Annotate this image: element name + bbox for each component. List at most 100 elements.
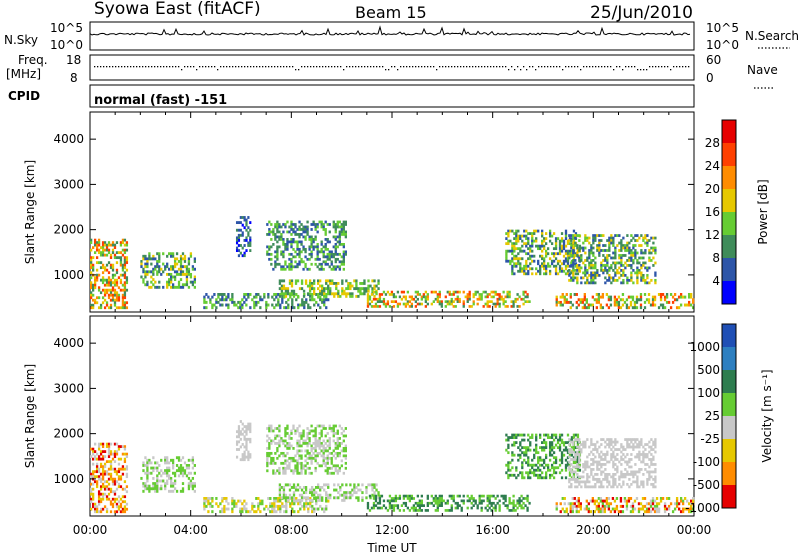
data-cell bbox=[154, 280, 157, 284]
data-cell bbox=[650, 259, 653, 262]
data-cell bbox=[302, 235, 305, 239]
data-cell bbox=[123, 281, 127, 285]
freq-dot bbox=[202, 66, 204, 68]
data-cell bbox=[345, 491, 348, 495]
data-cell bbox=[276, 225, 279, 229]
data-cell bbox=[280, 267, 283, 271]
data-cell bbox=[640, 443, 643, 446]
data-cell bbox=[496, 297, 499, 301]
data-cell bbox=[272, 471, 275, 475]
data-cell bbox=[677, 295, 681, 299]
data-cell bbox=[648, 470, 651, 474]
data-cell bbox=[622, 273, 625, 277]
data-cell bbox=[573, 497, 576, 500]
data-cell bbox=[296, 265, 299, 269]
data-cell bbox=[563, 298, 566, 302]
data-cell bbox=[430, 302, 433, 306]
data-cell bbox=[616, 271, 619, 275]
data-cell bbox=[522, 501, 525, 505]
data-cell bbox=[166, 456, 169, 460]
data-cell bbox=[620, 269, 623, 272]
data-cell bbox=[328, 437, 331, 440]
data-cell bbox=[123, 258, 127, 262]
data-cell bbox=[612, 463, 615, 466]
data-cell bbox=[478, 499, 481, 503]
data-cell bbox=[402, 290, 406, 294]
data-cell bbox=[125, 243, 129, 247]
data-cell bbox=[620, 259, 623, 262]
data-cell bbox=[596, 465, 599, 469]
data-cell bbox=[681, 502, 685, 506]
data-cell bbox=[321, 292, 324, 296]
freq-dot bbox=[676, 66, 678, 68]
data-cell bbox=[614, 482, 617, 486]
data-cell bbox=[315, 507, 318, 511]
data-cell bbox=[630, 259, 633, 262]
data-cell bbox=[541, 242, 544, 246]
freq-dot bbox=[406, 66, 408, 68]
data-cell bbox=[314, 466, 317, 470]
data-cell bbox=[630, 251, 633, 255]
data-cell bbox=[191, 487, 195, 491]
data-cell bbox=[342, 257, 345, 261]
data-cell bbox=[511, 252, 514, 256]
data-cell bbox=[494, 497, 497, 500]
data-cell bbox=[327, 298, 330, 302]
data-cell bbox=[283, 510, 286, 514]
data-cell bbox=[622, 269, 625, 272]
data-cell bbox=[371, 488, 374, 492]
freq-dot bbox=[349, 66, 351, 68]
data-cell bbox=[486, 293, 489, 296]
data-cell bbox=[164, 267, 167, 271]
data-cell bbox=[376, 506, 380, 510]
data-cell bbox=[150, 471, 153, 475]
data-cell bbox=[642, 256, 645, 260]
data-cell bbox=[588, 261, 591, 265]
freq-dot bbox=[541, 66, 543, 68]
data-cell bbox=[488, 506, 491, 510]
data-cell bbox=[646, 241, 649, 245]
freq-dot bbox=[184, 66, 186, 68]
data-cell bbox=[638, 236, 641, 240]
data-cell bbox=[650, 463, 653, 466]
data-cell bbox=[544, 446, 548, 450]
data-cell bbox=[282, 471, 285, 475]
data-cell bbox=[300, 250, 303, 254]
data-cell bbox=[585, 499, 588, 503]
data-cell bbox=[123, 505, 127, 509]
data-cell bbox=[284, 439, 287, 443]
data-cell bbox=[97, 306, 101, 310]
data-cell bbox=[284, 247, 287, 251]
data-cell bbox=[521, 234, 524, 238]
data-cell bbox=[642, 458, 645, 461]
data-cell bbox=[296, 262, 299, 266]
data-cell bbox=[610, 438, 613, 441]
data-cell bbox=[255, 295, 258, 299]
data-cell bbox=[572, 234, 575, 237]
data-cell bbox=[576, 450, 579, 454]
data-cell bbox=[207, 295, 210, 299]
data-cell bbox=[630, 256, 633, 260]
data-cell bbox=[617, 303, 621, 307]
data-cell bbox=[215, 502, 218, 506]
data-cell bbox=[640, 273, 643, 277]
data-cell bbox=[592, 475, 595, 479]
data-cell bbox=[121, 248, 125, 252]
data-cell bbox=[292, 483, 296, 487]
data-cell bbox=[438, 494, 441, 498]
data-cell bbox=[531, 237, 534, 240]
data-cell bbox=[541, 476, 544, 480]
data-cell bbox=[327, 486, 330, 489]
data-cell bbox=[654, 246, 657, 250]
data-cell bbox=[515, 433, 518, 437]
data-cell bbox=[286, 424, 289, 428]
data-cell bbox=[336, 444, 339, 448]
data-cell bbox=[101, 492, 105, 496]
data-cell bbox=[650, 482, 653, 486]
data-cell bbox=[677, 306, 681, 310]
data-cell bbox=[590, 271, 593, 275]
data-cell bbox=[318, 262, 321, 266]
data-cell bbox=[576, 485, 579, 489]
data-cell bbox=[156, 265, 159, 269]
